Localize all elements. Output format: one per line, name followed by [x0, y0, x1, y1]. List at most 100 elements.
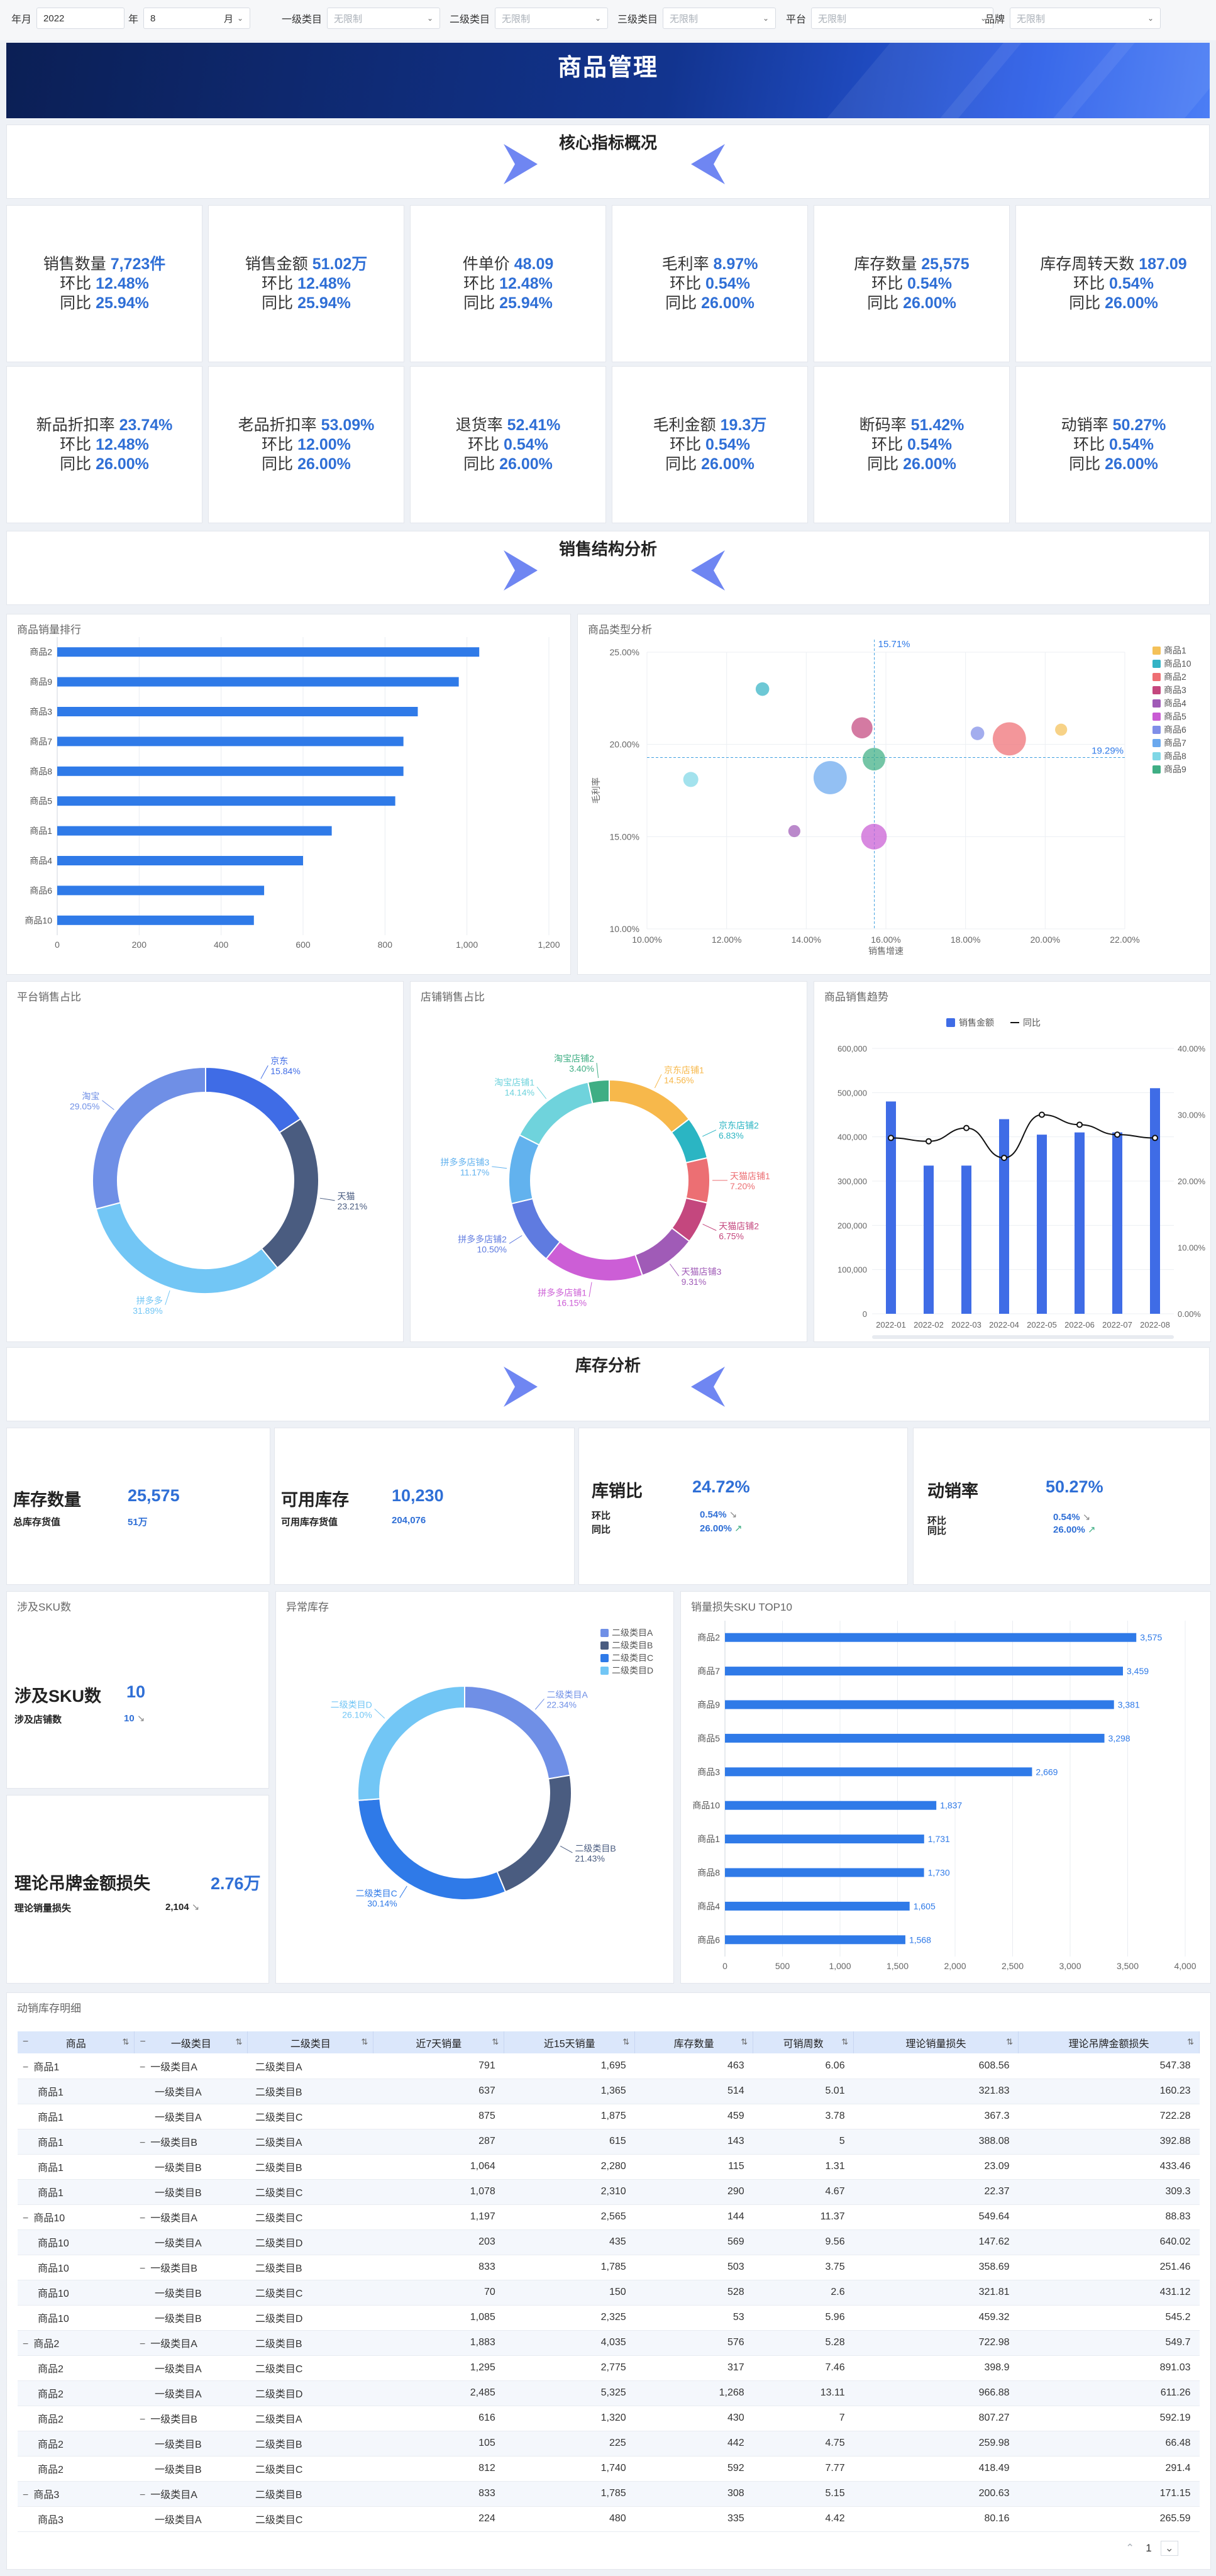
table-row[interactable]: 商品10 一级类目A 二级类目D 203 435 569 9.56 147.62 640.02	[18, 2229, 1200, 2255]
collapse-icon[interactable]: −	[140, 2036, 146, 2047]
collapse-icon[interactable]: −	[23, 2062, 29, 2073]
table-row[interactable]: − 商品3− 一级类目A 二级类目B 833 1,785 308 5.15 200.63 171.…	[18, 2481, 1200, 2507]
table-row[interactable]: − 商品1− 一级类目A 二级类目A 791 1,695 463 6.06 608.56 547.…	[18, 2053, 1200, 2079]
month-select[interactable]: 8 月 ⌄	[143, 8, 251, 29]
line-point	[1039, 1111, 1045, 1118]
collapse-icon[interactable]: −	[139, 2138, 146, 2148]
table-row[interactable]: 商品1 一级类目A 二级类目C 875 1,875 459 3.78 367.3 722.28	[18, 2104, 1200, 2129]
table-cell: 392.88	[1018, 2129, 1200, 2155]
table-row[interactable]: 商品3 一级类目A 二级类目C 224 480 335 4.42 80.16 265.59	[18, 2506, 1200, 2532]
chevron-down-icon[interactable]: ⌄	[1160, 2541, 1178, 2556]
table-cell: 1.31	[753, 2154, 854, 2180]
kpi-yoy-label: 同比	[262, 294, 294, 312]
table-row[interactable]: 商品2− 一级类目B 二级类目A 616 1,320 430 7 807.27 592.19	[18, 2406, 1200, 2431]
sort-icon[interactable]: ⇅	[622, 2037, 630, 2046]
collapse-icon[interactable]: −	[139, 2213, 146, 2224]
table-row[interactable]: 商品2 一级类目B 二级类目B 105 225 442 4.75 259.98 66.48	[18, 2431, 1200, 2457]
column-header[interactable]: 理论销量损失 ⇅	[853, 2031, 1019, 2053]
table-cell: 317	[634, 2355, 753, 2381]
column-header[interactable]: 近7天销量 ⇅	[373, 2031, 505, 2053]
collapse-icon[interactable]: −	[23, 2490, 29, 2501]
table-row[interactable]: 商品1 一级类目B 二级类目C 1,078 2,310 290 4.67 22.37 309.3	[18, 2179, 1200, 2205]
table-row[interactable]: − 商品10− 一级类目A 二级类目C 1,197 2,565 144 11.37 549.64…	[18, 2204, 1200, 2230]
trend-down-icon: ↘	[136, 1713, 145, 1724]
collapse-icon[interactable]: −	[23, 2036, 29, 2047]
collapse-icon[interactable]: −	[139, 2062, 146, 2073]
abnormal-stock-chart: 二级类目A22.34%二级类目B21.43%二级类目C30.14%二级类目D26…	[331, 1628, 654, 1909]
table-cell: 1,740	[504, 2456, 635, 2482]
collapse-icon[interactable]: −	[23, 2213, 29, 2224]
sort-icon[interactable]: ⇅	[741, 2037, 748, 2046]
kpi-card: 毛利金额 19.3万 环比 0.54% 同比 26.00%	[612, 366, 808, 523]
brand-select[interactable]: 无限制 ⌄	[1010, 8, 1161, 29]
y-tick-label: 商品7	[30, 736, 52, 747]
collapse-icon[interactable]: −	[139, 2263, 146, 2274]
table-row[interactable]: 商品10 一级类目B 二级类目D 1,085 2,325 53 5.96 459.32 545.…	[18, 2305, 1200, 2331]
sort-icon[interactable]: ⇅	[361, 2037, 368, 2046]
category3-select[interactable]: 无限制 ⌄	[663, 8, 777, 29]
column-header[interactable]: 可销周数 ⇅	[753, 2031, 854, 2053]
sort-icon[interactable]: ⇅	[841, 2037, 849, 2046]
kpi-yoy: 同比 25.94%	[463, 294, 553, 313]
slice-label: 京东店铺2	[719, 1121, 759, 1131]
y-tick-label: 500,000	[837, 1088, 867, 1097]
y-tick-label: 商品8	[697, 1868, 720, 1878]
scatter-point	[1055, 723, 1068, 736]
table-cell: 144	[634, 2204, 753, 2230]
kpi-main: 毛利金额 19.3万	[653, 416, 767, 435]
collapse-icon[interactable]: −	[139, 2414, 146, 2425]
table-cell: 22.37	[853, 2179, 1019, 2205]
collapse-icon[interactable]: −	[139, 2339, 146, 2350]
kpi-value: 53.09%	[321, 416, 375, 434]
table-cell: 398.9	[853, 2355, 1019, 2381]
table-row[interactable]: 商品1 一级类目B 二级类目B 1,064 2,280 115 1.31 23.09 433.4…	[18, 2154, 1200, 2180]
x-tick-label: 2022-02	[914, 1320, 944, 1330]
column-header[interactable]: 理论吊牌金额损失 ⇅	[1018, 2031, 1200, 2053]
collapse-icon[interactable]: −	[23, 2339, 29, 2350]
slice-value: 6.83%	[719, 1131, 744, 1141]
table-row[interactable]: 商品1− 一级类目B 二级类目A 287 615 143 5 388.08 392.88	[18, 2129, 1200, 2155]
label-line	[509, 1235, 522, 1244]
sort-icon[interactable]: ⇅	[492, 2037, 499, 2046]
table-cell: 一级类目B	[134, 2456, 248, 2482]
table-row[interactable]: 商品1 一级类目A 二级类目B 637 1,365 514 5.01 321.83 160.23	[18, 2079, 1200, 2104]
line-point	[1152, 1135, 1158, 1141]
column-header[interactable]: − 商品 ⇅	[18, 2031, 135, 2053]
sort-icon[interactable]: ⇅	[1187, 2037, 1194, 2046]
table-cell: 二级类目A	[247, 2406, 373, 2431]
year-input[interactable]: 2022	[36, 8, 125, 29]
table-row[interactable]: − 商品2− 一级类目A 二级类目B 1,883 4,035 576 5.28 722.98 54…	[18, 2330, 1200, 2356]
category2-select[interactable]: 无限制 ⌄	[495, 8, 609, 29]
table-row[interactable]: 商品2 一级类目B 二级类目C 812 1,740 592 7.77 418.49 291.4	[18, 2456, 1200, 2482]
table-row[interactable]: 商品10 一级类目B 二级类目C 70 150 528 2.6 321.81 431.12	[18, 2280, 1200, 2306]
arrow-left-icon	[691, 144, 725, 184]
platform-select[interactable]: 无限制 ⌄	[811, 8, 994, 29]
column-header[interactable]: 二级类目 ⇅	[247, 2031, 374, 2053]
slice-label: 天猫店铺3	[682, 1267, 722, 1277]
y-tick-label: 商品10	[692, 1801, 720, 1811]
scrollbar[interactable]	[872, 1335, 1174, 1339]
table-cell: 875	[373, 2104, 504, 2129]
data-label: 1,730	[928, 1868, 950, 1878]
kpi-mom-label: 环比	[463, 274, 495, 292]
table-cell: 321.83	[853, 2079, 1019, 2104]
collapse-icon[interactable]: −	[139, 2490, 146, 2501]
table-row[interactable]: 商品2 一级类目A 二级类目D 2,485 5,325 1,268 13.11 966.88 6…	[18, 2380, 1200, 2406]
column-header[interactable]: 库存数量 ⇅	[634, 2031, 754, 2053]
column-header[interactable]: 近15天销量 ⇅	[504, 2031, 636, 2053]
table-cell: 二级类目B	[247, 2255, 373, 2280]
sort-icon[interactable]: ⇅	[122, 2037, 130, 2046]
sort-icon[interactable]: ⇅	[235, 2037, 243, 2046]
category1-select[interactable]: 无限制 ⌄	[327, 8, 441, 29]
mom-label: 环比	[927, 1516, 947, 1526]
table-row[interactable]: 商品10− 一级类目B 二级类目B 833 1,785 503 3.75 358.69 251.…	[18, 2255, 1200, 2280]
table-row[interactable]: 商品2 一级类目A 二级类目C 1,295 2,775 317 7.46 398.9 891.0…	[18, 2355, 1200, 2381]
column-header[interactable]: − 一级类目 ⇅	[134, 2031, 248, 2053]
table-cell: 二级类目C	[247, 2104, 373, 2129]
sort-icon[interactable]: ⇅	[1006, 2037, 1014, 2046]
kpi-card: 毛利率 8.97% 环比 0.54% 同比 26.00%	[612, 205, 808, 362]
table-cell: 4,035	[504, 2330, 635, 2356]
x-tick-label: 2022-01	[876, 1320, 906, 1330]
table-cell: − 一级类目A	[134, 2481, 248, 2507]
chevron-up-icon[interactable]: ⌃	[1125, 2542, 1135, 2554]
